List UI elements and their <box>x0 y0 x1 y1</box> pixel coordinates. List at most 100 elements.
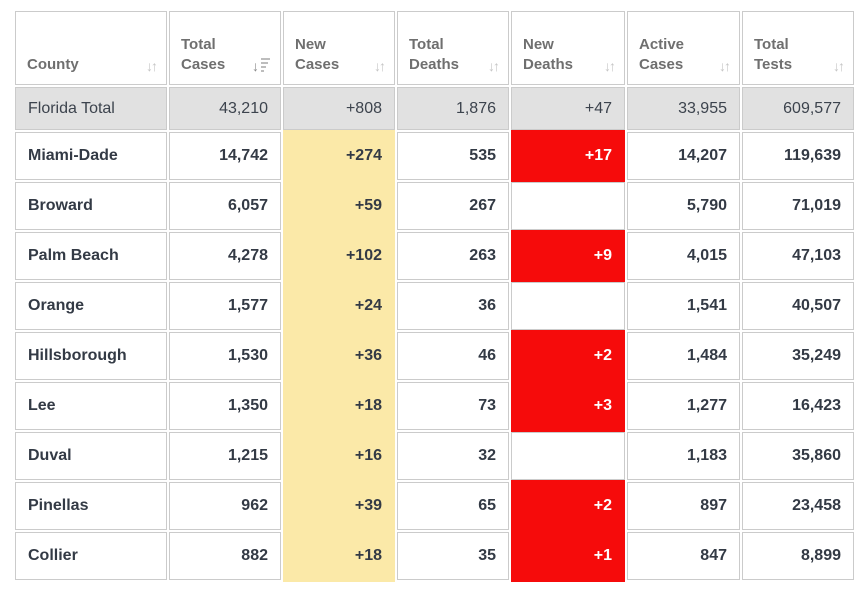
total-tests-cell: 47,103 <box>742 232 854 280</box>
total-tests-cell: 71,019 <box>742 182 854 230</box>
column-header-new-cases[interactable]: New Cases ↓↑ <box>283 11 395 85</box>
new-deaths-cell: +1 <box>511 532 625 580</box>
county-cell: Pinellas <box>15 482 167 530</box>
table-row-pinellas: Pinellas 962 +39 65 +2 897 23,458 <box>15 482 854 530</box>
total-deaths-cell: 32 <box>397 432 509 480</box>
total-deaths-cell: 263 <box>397 232 509 280</box>
active-cases-cell: 33,955 <box>627 87 740 130</box>
total-cases-cell: 1,530 <box>169 332 281 380</box>
county-cell: Collier <box>15 532 167 580</box>
column-label: Total Tests <box>754 35 793 73</box>
total-cases-cell: 1,215 <box>169 432 281 480</box>
sort-toggle-icon: ↓↑ <box>719 58 731 74</box>
new-deaths-cell <box>511 282 625 330</box>
active-cases-cell: 1,277 <box>627 382 740 430</box>
table-row-collier: Collier 882 +18 35 +1 847 8,899 <box>15 532 854 580</box>
sort-toggle-icon: ↓↑ <box>833 58 845 74</box>
column-label: County <box>27 55 79 73</box>
new-cases-cell: +39 <box>283 482 395 530</box>
total-cases-cell: 1,350 <box>169 382 281 430</box>
total-tests-cell: 119,639 <box>742 132 854 180</box>
county-cell: Palm Beach <box>15 232 167 280</box>
header-row: County ↓↑ Total Cases ↓ New Cases ↓↑ <box>15 11 854 85</box>
total-deaths-cell: 267 <box>397 182 509 230</box>
county-cell: Florida Total <box>15 87 167 130</box>
column-header-active-cases[interactable]: Active Cases ↓↑ <box>627 11 740 85</box>
county-cell: Lee <box>15 382 167 430</box>
table-row-palm-beach: Palm Beach 4,278 +102 263 +9 4,015 47,10… <box>15 232 854 280</box>
new-deaths-cell <box>511 432 625 480</box>
table-row-hillsborough: Hillsborough 1,530 +36 46 +2 1,484 35,24… <box>15 332 854 380</box>
total-cases-cell: 43,210 <box>169 87 281 130</box>
total-tests-cell: 40,507 <box>742 282 854 330</box>
active-cases-cell: 14,207 <box>627 132 740 180</box>
summary-row-florida-total: Florida Total 43,210 +808 1,876 +47 33,9… <box>15 87 854 130</box>
new-cases-cell: +16 <box>283 432 395 480</box>
new-deaths-cell: +3 <box>511 382 625 430</box>
total-deaths-cell: 36 <box>397 282 509 330</box>
covid-county-table: County ↓↑ Total Cases ↓ New Cases ↓↑ <box>13 9 855 582</box>
column-header-total-tests[interactable]: Total Tests ↓↑ <box>742 11 854 85</box>
total-tests-cell: 16,423 <box>742 382 854 430</box>
new-deaths-cell: +2 <box>511 482 625 530</box>
total-tests-cell: 23,458 <box>742 482 854 530</box>
active-cases-cell: 4,015 <box>627 232 740 280</box>
active-cases-cell: 847 <box>627 532 740 580</box>
total-cases-cell: 14,742 <box>169 132 281 180</box>
column-label: New Cases <box>295 35 340 73</box>
column-header-new-deaths[interactable]: New Deaths ↓↑ <box>511 11 625 85</box>
column-label: Total Deaths <box>409 35 460 73</box>
total-cases-cell: 1,577 <box>169 282 281 330</box>
table-row-broward: Broward 6,057 +59 267 5,790 71,019 <box>15 182 854 230</box>
column-header-county[interactable]: County ↓↑ <box>15 11 167 85</box>
column-label: Total Cases <box>181 35 226 73</box>
new-deaths-cell <box>511 182 625 230</box>
total-cases-cell: 4,278 <box>169 232 281 280</box>
county-cell: Miami-Dade <box>15 132 167 180</box>
sort-toggle-icon: ↓↑ <box>604 58 616 74</box>
total-tests-cell: 8,899 <box>742 532 854 580</box>
total-deaths-cell: 65 <box>397 482 509 530</box>
total-tests-cell: 35,249 <box>742 332 854 380</box>
table-row-duval: Duval 1,215 +16 32 1,183 35,860 <box>15 432 854 480</box>
total-deaths-cell: 535 <box>397 132 509 180</box>
new-cases-cell: +59 <box>283 182 395 230</box>
new-cases-cell: +274 <box>283 132 395 180</box>
total-deaths-cell: 35 <box>397 532 509 580</box>
table-row-miami-dade: Miami-Dade 14,742 +274 535 +17 14,207 11… <box>15 132 854 180</box>
new-deaths-cell: +47 <box>511 87 625 130</box>
active-cases-cell: 1,484 <box>627 332 740 380</box>
active-cases-cell: 897 <box>627 482 740 530</box>
new-cases-cell: +18 <box>283 532 395 580</box>
new-deaths-cell: +9 <box>511 232 625 280</box>
sort-toggle-icon: ↓↑ <box>146 58 158 74</box>
table-row-orange: Orange 1,577 +24 36 1,541 40,507 <box>15 282 854 330</box>
active-cases-cell: 1,183 <box>627 432 740 480</box>
new-deaths-cell: +2 <box>511 332 625 380</box>
county-cell: Hillsborough <box>15 332 167 380</box>
new-cases-cell: +102 <box>283 232 395 280</box>
new-cases-cell: +36 <box>283 332 395 380</box>
column-header-total-cases[interactable]: Total Cases ↓ <box>169 11 281 85</box>
county-cell: Duval <box>15 432 167 480</box>
column-header-total-deaths[interactable]: Total Deaths ↓↑ <box>397 11 509 85</box>
total-cases-cell: 882 <box>169 532 281 580</box>
sort-toggle-icon: ↓↑ <box>488 58 500 74</box>
total-tests-cell: 609,577 <box>742 87 854 130</box>
county-cell: Orange <box>15 282 167 330</box>
county-cell: Broward <box>15 182 167 230</box>
total-cases-cell: 962 <box>169 482 281 530</box>
total-deaths-cell: 73 <box>397 382 509 430</box>
column-label: New Deaths <box>523 35 574 73</box>
column-label: Active Cases <box>639 35 685 73</box>
table-row-lee: Lee 1,350 +18 73 +3 1,277 16,423 <box>15 382 854 430</box>
active-cases-cell: 5,790 <box>627 182 740 230</box>
active-cases-cell: 1,541 <box>627 282 740 330</box>
sort-descending-icon: ↓ <box>252 58 270 75</box>
total-deaths-cell: 1,876 <box>397 87 509 130</box>
sort-toggle-icon: ↓↑ <box>374 58 386 74</box>
total-tests-cell: 35,860 <box>742 432 854 480</box>
new-deaths-cell: +17 <box>511 132 625 180</box>
total-deaths-cell: 46 <box>397 332 509 380</box>
new-cases-cell: +18 <box>283 382 395 430</box>
